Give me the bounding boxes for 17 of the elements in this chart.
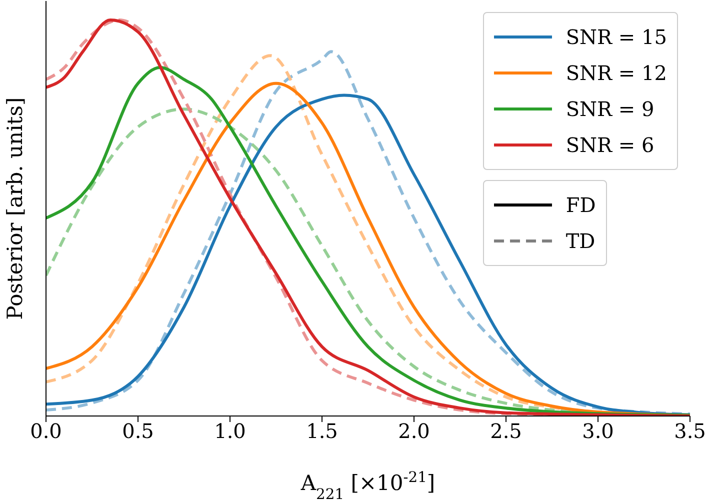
legend-label: SNR = 15 — [566, 25, 667, 49]
x-tick-label: 3.0 — [582, 419, 614, 444]
annotation: TD — [566, 229, 596, 253]
x-tick-label: 0.5 — [122, 419, 154, 444]
x-tick-label: 1.0 — [214, 419, 246, 444]
x-tick-label: 2.5 — [490, 419, 522, 444]
x-tick-label: 3.5 — [674, 419, 706, 444]
y-axis-title: Posterior [arb. units] — [3, 97, 27, 320]
x-axis-title: A$_{221}$ [×10$^{-21}$] — [300, 468, 436, 502]
legend-label: SNR = 9 — [566, 97, 654, 121]
x-tick-label: 0.0 — [30, 419, 62, 444]
x-tick-label: 2.0 — [398, 419, 430, 444]
x-tick-label: 1.5 — [306, 419, 338, 444]
legend-label: SNR = 12 — [566, 61, 667, 85]
stroke-style-key: FD TD — [482, 180, 607, 266]
annotation: FD — [566, 193, 596, 217]
legend-label: SNR = 6 — [566, 133, 654, 157]
